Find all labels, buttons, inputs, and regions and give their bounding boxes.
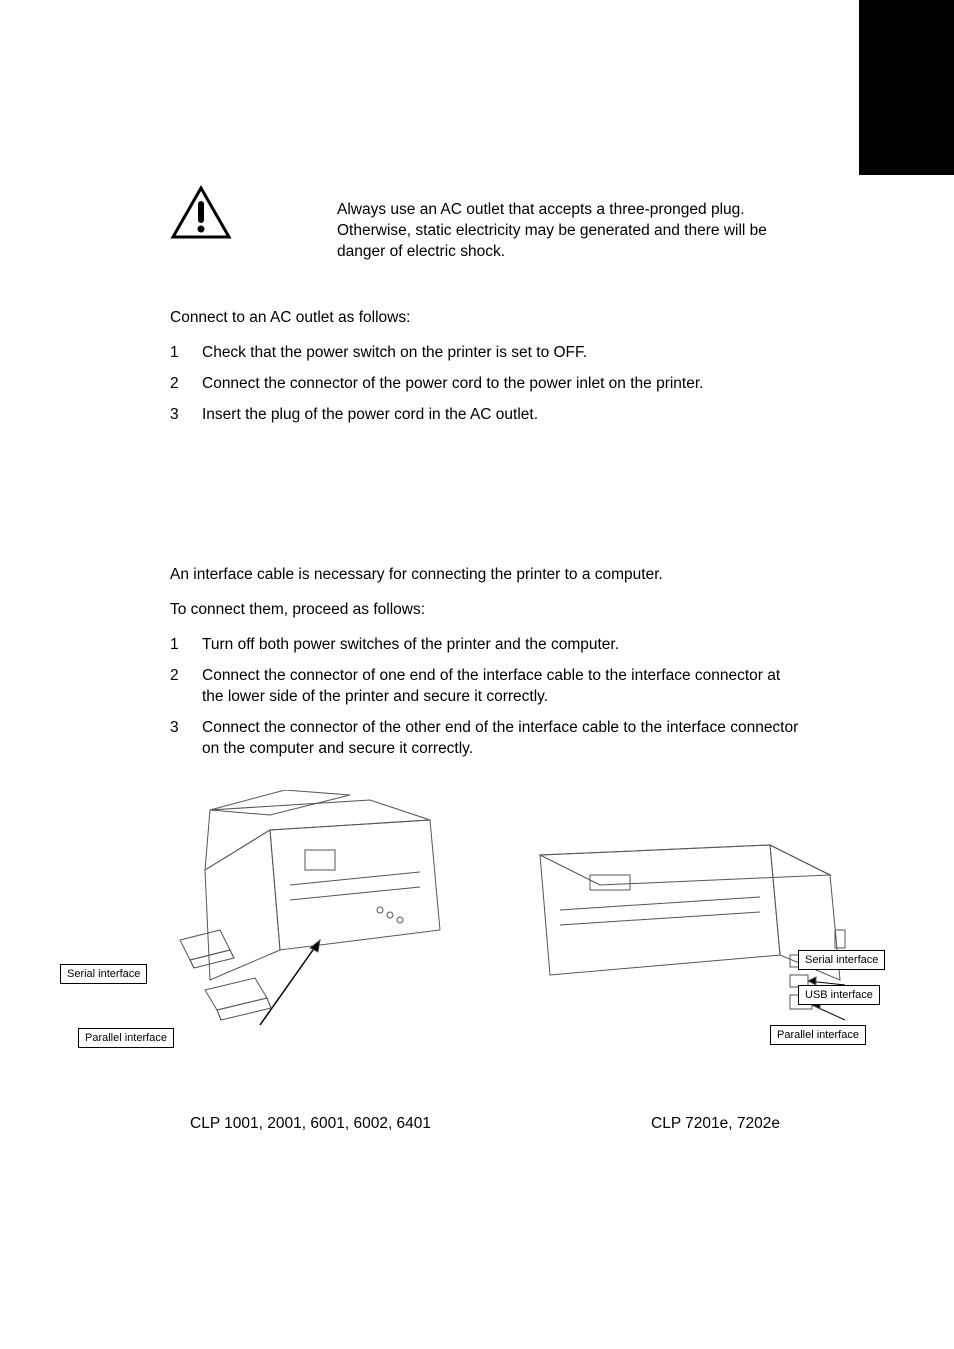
list-item: 3 Insert the plug of the power cord in t… (170, 405, 805, 426)
step-number: 1 (170, 343, 202, 364)
caption-right: CLP 7201e, 7202e (651, 1115, 780, 1133)
section2-intro2: To connect them, proceed as follows: (170, 600, 805, 621)
figure-diagram: Serial interface Parallel interface Seri… (110, 790, 870, 1090)
list-item: 1 Check that the power switch on the pri… (170, 343, 805, 364)
step-text: Connect the connector of one end of the … (202, 666, 805, 708)
step-text: Connect the connector of the power cord … (202, 374, 805, 395)
section2-intro1: An interface cable is necessary for conn… (170, 565, 805, 586)
caption-left: CLP 1001, 2001, 6001, 6002, 6401 (190, 1115, 431, 1133)
page-content: Always use an AC outlet that accepts a t… (170, 185, 805, 1133)
step-number: 2 (170, 374, 202, 395)
callout-serial-left: Serial interface (60, 964, 147, 984)
step-text: Turn off both power switches of the prin… (202, 635, 805, 656)
step-text: Check that the power switch on the print… (202, 343, 805, 364)
list-item: 3 Connect the connector of the other end… (170, 718, 805, 760)
figure-captions: CLP 1001, 2001, 6001, 6002, 6401 CLP 720… (130, 1115, 820, 1133)
callout-parallel-right: Parallel interface (770, 1025, 866, 1045)
list-item: 2 Connect the connector of the power cor… (170, 374, 805, 395)
list-item: 2 Connect the connector of one end of th… (170, 666, 805, 708)
header-black-box (859, 0, 954, 175)
callout-serial-right: Serial interface (798, 950, 885, 970)
warning-icon (170, 185, 232, 246)
warning-block: Always use an AC outlet that accepts a t… (170, 185, 805, 263)
section1-intro: Connect to an AC outlet as follows: (170, 308, 805, 329)
step-number: 1 (170, 635, 202, 656)
step-text: Insert the plug of the power cord in the… (202, 405, 805, 426)
printer-left-drawing (150, 790, 460, 1060)
callout-parallel-left: Parallel interface (78, 1028, 174, 1048)
step-number: 3 (170, 718, 202, 739)
callout-usb-right: USB interface (798, 985, 880, 1005)
warning-text: Always use an AC outlet that accepts a t… (337, 185, 805, 263)
step-number: 3 (170, 405, 202, 426)
step-number: 2 (170, 666, 202, 687)
list-item: 1 Turn off both power switches of the pr… (170, 635, 805, 656)
step-text: Connect the connector of the other end o… (202, 718, 805, 760)
